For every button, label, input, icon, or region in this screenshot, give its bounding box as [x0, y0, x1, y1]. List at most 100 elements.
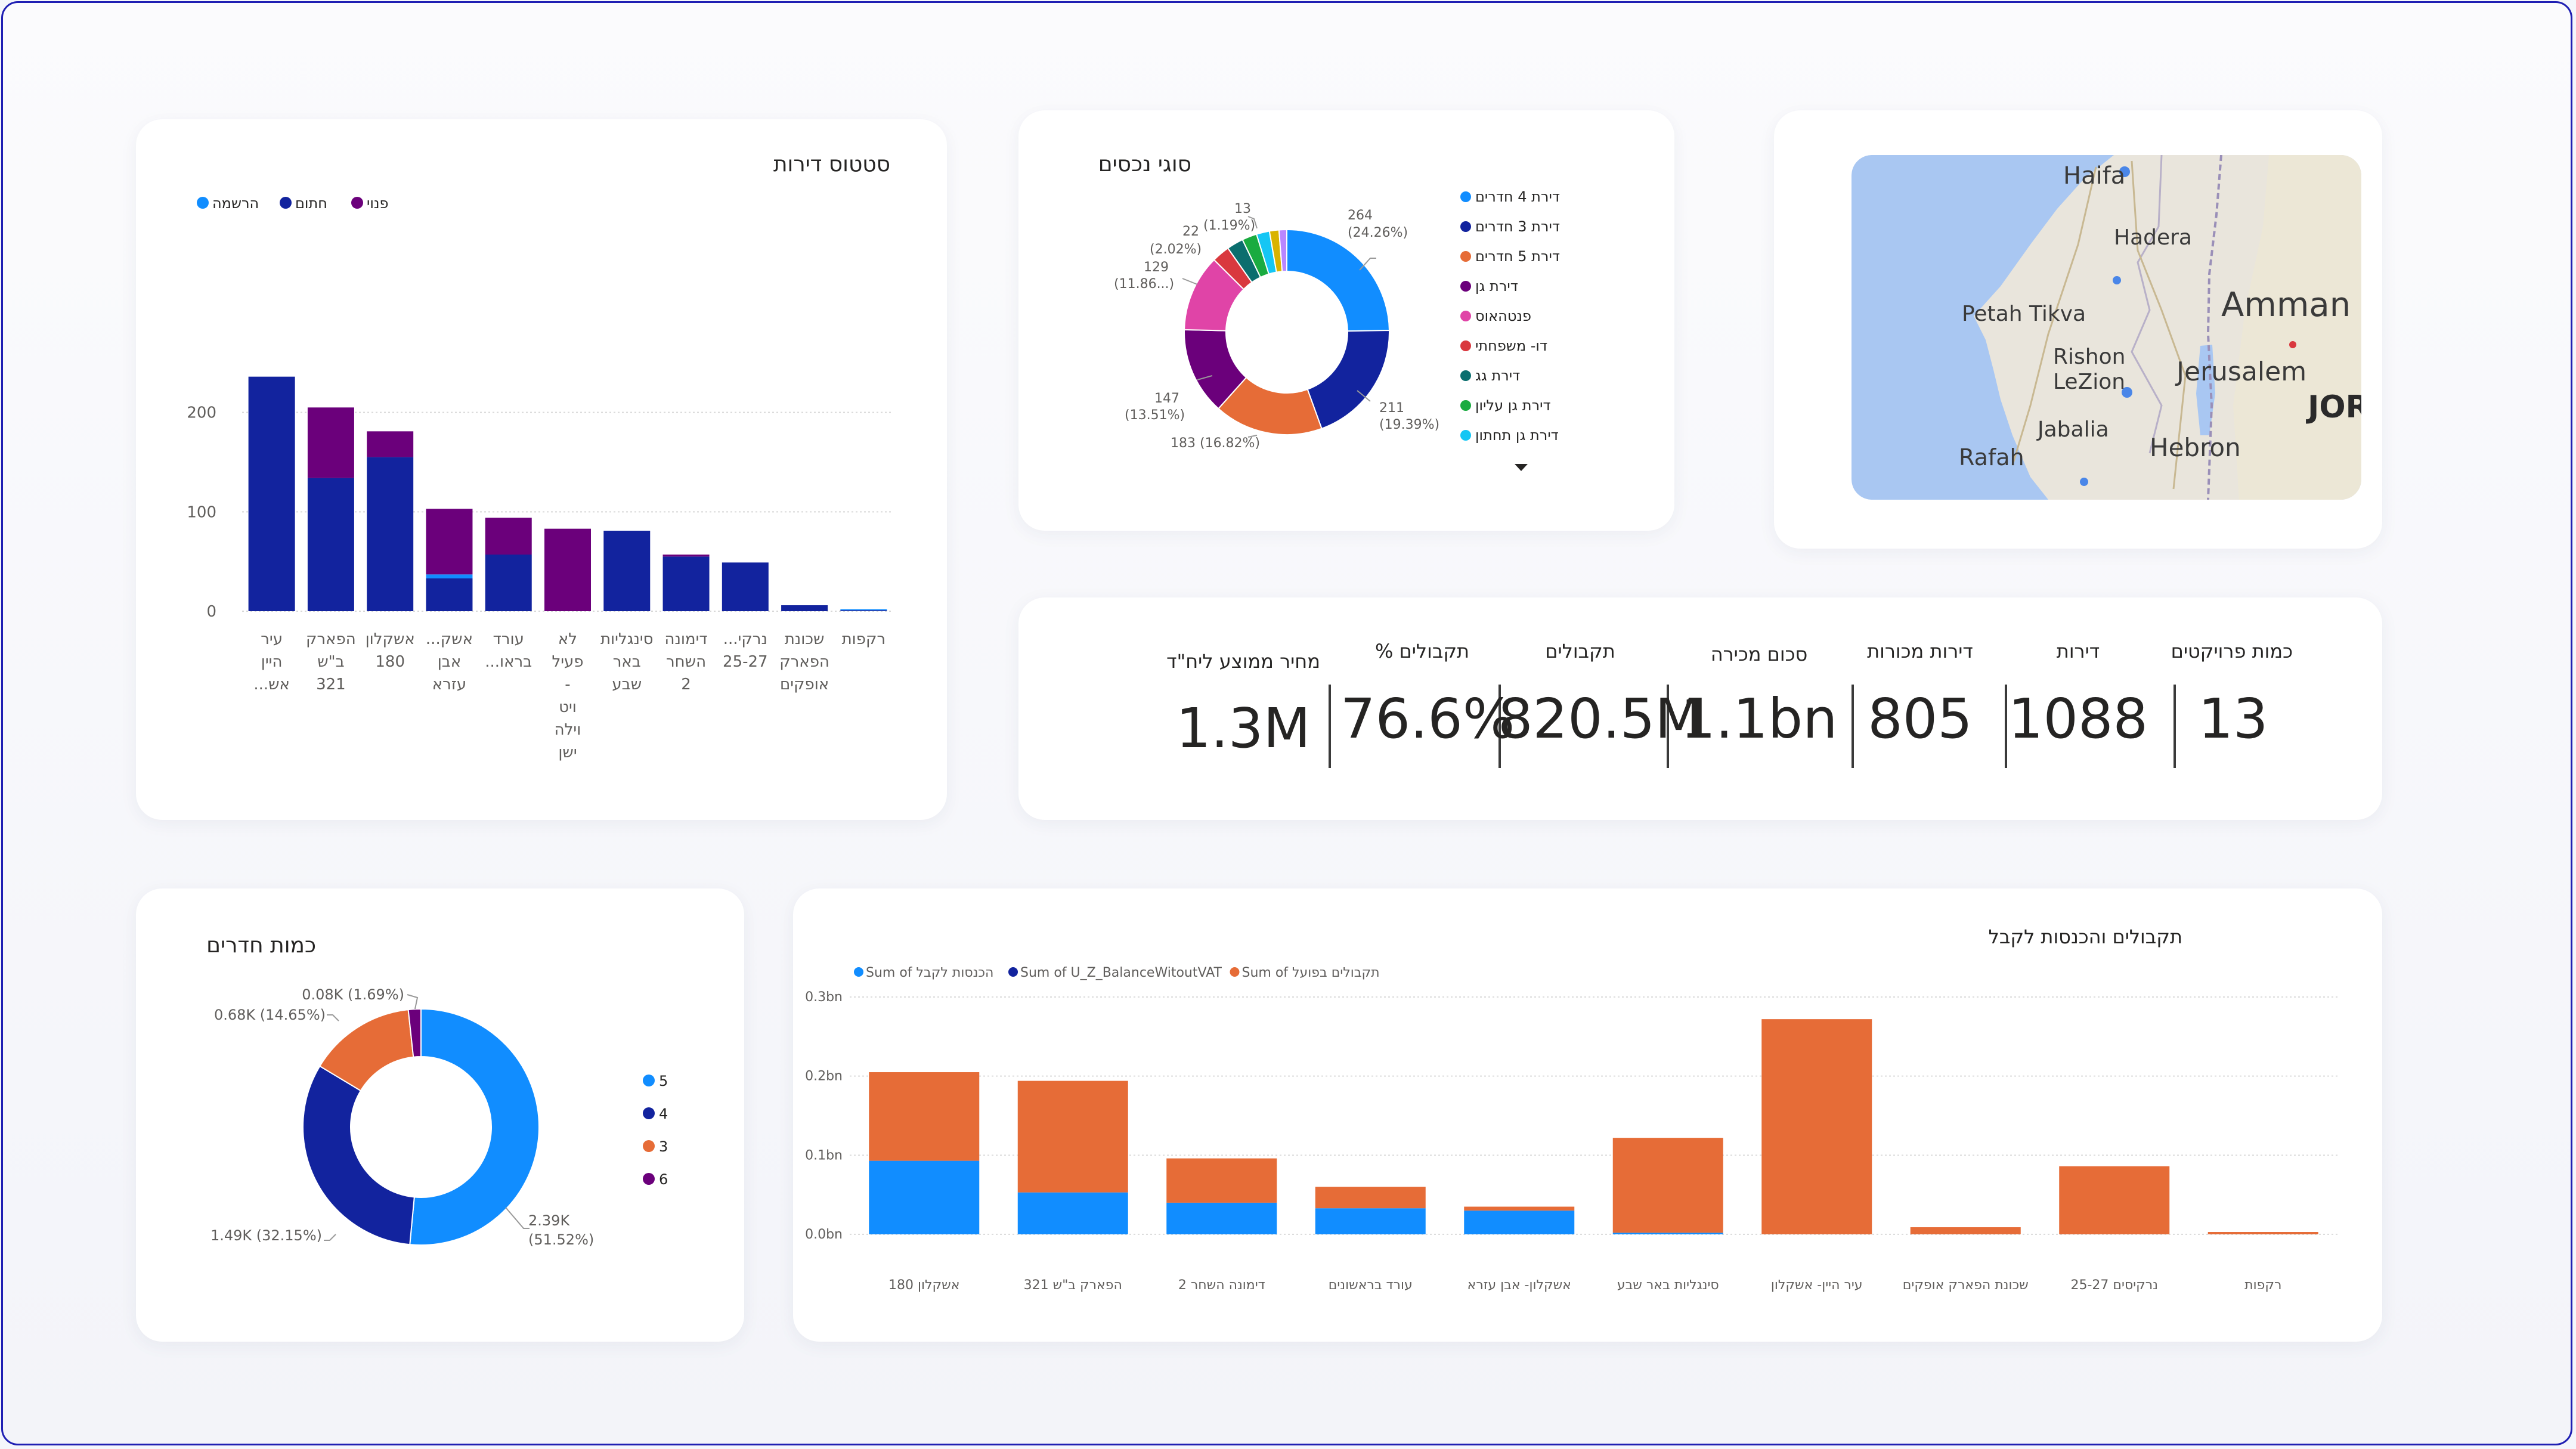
- map-marker-icon: [2080, 478, 2088, 486]
- map-border: [2206, 155, 2222, 500]
- bar-segment: [2207, 1232, 2318, 1234]
- bar-segment: [426, 509, 473, 575]
- legend-label: 6: [659, 1171, 668, 1188]
- apartment-status-chart[interactable]: הרשמה חתום פנוי 0 100 200 עיר היין אש... הפארק ב"ש…: [136, 119, 947, 820]
- x-tick-label: בראו...: [485, 653, 532, 671]
- legend-marker: [1460, 191, 1471, 202]
- legend-marker: [1460, 400, 1471, 411]
- legend-marker: [1460, 370, 1471, 381]
- legend-marker: [280, 197, 292, 209]
- kpi-label-receipts-percent: תקבולים %: [1374, 640, 1470, 662]
- property-types-donut[interactable]: 264 (24.26%) 211(19.39%) 183 (16.82%) 147 (13…: [1018, 110, 1674, 531]
- data-label: 13: [1234, 202, 1251, 216]
- rooms-count-donut[interactable]: 5 4 3 6 2.39K (51.52%) 1.49K (32.15%) 0.68K (14…: [136, 888, 744, 1342]
- bar-segment: [662, 556, 710, 611]
- legend-marker: [854, 967, 863, 977]
- x-tick-label: דימונה: [664, 630, 707, 648]
- map-road: [2011, 166, 2097, 466]
- x-tick-label: רקפות: [842, 630, 886, 648]
- donut-slice: [1306, 329, 1390, 430]
- bar-segment: [869, 1072, 980, 1161]
- leader-line: [505, 1207, 530, 1229]
- map-visual[interactable]: Haifa Hadera Petah Tikva Amman Rishon Le…: [1852, 155, 2361, 500]
- legend-marker: [643, 1107, 655, 1119]
- y-tick-label: 0.3bn: [805, 990, 843, 1005]
- data-label: (11.86...): [1114, 277, 1174, 292]
- map-label: Petah Tikva: [1962, 302, 2086, 326]
- map-marker-icon: [2122, 387, 2132, 398]
- map-road: [2131, 160, 2187, 490]
- leader-line: [324, 1234, 336, 1241]
- x-tick-label: עורד בראשונים: [1329, 1278, 1413, 1293]
- map-label: JOR: [2306, 389, 2361, 425]
- kpi-divider: [1498, 685, 1501, 768]
- map-border: [2131, 155, 2163, 454]
- donut-slice: [1278, 228, 1287, 273]
- x-tick-label: עיר היין- אשקלון: [1771, 1278, 1863, 1293]
- data-label: (19.39%): [1379, 417, 1439, 432]
- x-tick-label: ויט: [559, 698, 577, 716]
- leader-line: [1247, 216, 1258, 229]
- x-tick-label: -: [565, 676, 570, 693]
- kpi-value-receipts: 820.5M: [1498, 687, 1702, 751]
- x-tick-label: נרקיסים 25-27: [2071, 1278, 2158, 1293]
- bar-segment: [485, 518, 532, 555]
- data-label: 1.49K (32.15%): [210, 1227, 322, 1244]
- x-tick-label: אשקלון- אבן עזרא: [1467, 1278, 1571, 1293]
- data-label: 129: [1144, 260, 1169, 275]
- map-label: Hadera: [2114, 225, 2192, 250]
- y-tick-label: 200: [187, 404, 216, 422]
- kpi-label-projects: כמות פרויקטים: [2171, 640, 2293, 662]
- receipts-income-title: תקבולים והכנסות לקבל: [1988, 925, 2182, 948]
- kpi-divider: [1329, 685, 1331, 768]
- kpi-divider: [2174, 685, 2176, 768]
- map-label: Jabalia: [2036, 417, 2109, 442]
- bar-segment: [869, 1160, 980, 1234]
- legend-marker: [1460, 251, 1471, 262]
- bar-segment: [544, 528, 591, 611]
- legend-label: דו- משפחתי: [1475, 338, 1547, 354]
- x-tick-label: דימונה השחר 2: [1178, 1278, 1265, 1293]
- data-label: (1.19%): [1203, 218, 1255, 233]
- legend-marker: [643, 1173, 655, 1185]
- data-label: 183 (16.82%): [1171, 436, 1260, 451]
- map-label: Rishon: [2053, 345, 2125, 369]
- legend-label: דירת 3 חדרים: [1475, 218, 1560, 235]
- legend-marker: [1460, 311, 1471, 321]
- x-tick-label: הפארק ב"ש 321: [1024, 1278, 1122, 1293]
- y-tick-label: 0.1bn: [805, 1148, 843, 1163]
- x-tick-label: רקפות: [2244, 1278, 2281, 1293]
- receipts-income-chart[interactable]: Sum of הכנסות לקבל Sum of U_Z_BalanceWito…: [793, 888, 2382, 1342]
- x-tick-label: עזרא: [432, 676, 466, 693]
- kpi-value-receipts-percent: 76.6%: [1340, 687, 1515, 751]
- property-types-title: סוגי נכסים: [1098, 152, 1191, 177]
- map-marker-icon: [2289, 341, 2296, 348]
- legend-label: דירת 4 חדרים: [1475, 188, 1560, 205]
- chevron-down-icon[interactable]: [1515, 464, 1528, 471]
- map-marker-icon: [2119, 166, 2130, 177]
- y-tick-label: 0: [206, 603, 216, 621]
- legend-label: 4: [659, 1106, 668, 1122]
- bar-segment: [367, 431, 414, 457]
- bar-segment: [840, 609, 887, 611]
- leader-line: [407, 994, 419, 1010]
- kpi-card[interactable]: [1018, 597, 2382, 820]
- bar-segment: [1761, 1019, 1872, 1234]
- kpi-label-sales-sum: סכום מכירה: [1710, 643, 1808, 665]
- kpi-value-apartments: 1088: [2008, 687, 2148, 751]
- legend-marker: [1460, 221, 1471, 232]
- leader-line: [1359, 258, 1376, 271]
- bar-segment: [1464, 1210, 1575, 1234]
- y-tick-label: 0.0bn: [805, 1227, 843, 1242]
- x-tick-label: עיר: [261, 630, 283, 648]
- x-tick-label: אשק...: [426, 630, 473, 648]
- map-desert: [2233, 155, 2361, 500]
- x-tick-label: אשקלון: [366, 630, 415, 648]
- x-tick-label: 25-27: [723, 653, 768, 671]
- legend-marker: [351, 197, 363, 209]
- rooms-count-card[interactable]: כמות חדרים: [136, 888, 744, 1342]
- bar-segment: [603, 531, 651, 611]
- x-tick-label: עורד: [493, 630, 524, 648]
- bar-segment: [1464, 1206, 1575, 1211]
- legend-label: 3: [659, 1138, 668, 1155]
